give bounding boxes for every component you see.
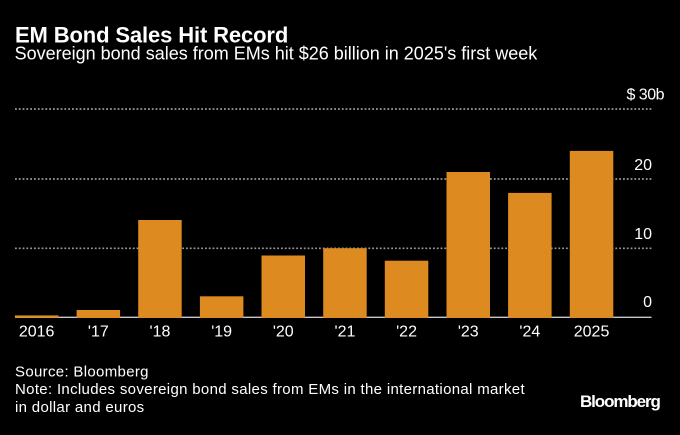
svg-text:'18: '18 xyxy=(150,324,171,341)
svg-text:'22: '22 xyxy=(396,324,417,341)
svg-text:'21: '21 xyxy=(335,324,356,341)
svg-text:2016: 2016 xyxy=(19,324,55,341)
svg-text:Source: Bloomberg: Source: Bloomberg xyxy=(15,363,149,380)
svg-text:'19: '19 xyxy=(211,324,232,341)
svg-text:20: 20 xyxy=(634,157,652,174)
svg-text:'20: '20 xyxy=(273,324,294,341)
svg-text:Bloomberg: Bloomberg xyxy=(580,392,661,411)
svg-text:2025: 2025 xyxy=(574,324,610,341)
svg-text:0: 0 xyxy=(643,294,652,311)
svg-text:'23: '23 xyxy=(458,324,479,341)
svg-text:Sovereign bond sales from EMs: Sovereign bond sales from EMs hit $26 bi… xyxy=(15,44,539,64)
svg-text:'17: '17 xyxy=(88,324,109,341)
svg-text:'24: '24 xyxy=(519,324,540,341)
svg-text:in dollar and euros: in dollar and euros xyxy=(15,399,145,416)
svg-text:EM Bond Sales Hit Record: EM Bond Sales Hit Record xyxy=(15,22,288,47)
svg-text:10: 10 xyxy=(634,226,652,243)
svg-text:$ 30b: $ 30b xyxy=(626,87,664,104)
svg-text:Note: Includes sovereign bond: Note: Includes sovereign bond sales from… xyxy=(15,381,525,398)
